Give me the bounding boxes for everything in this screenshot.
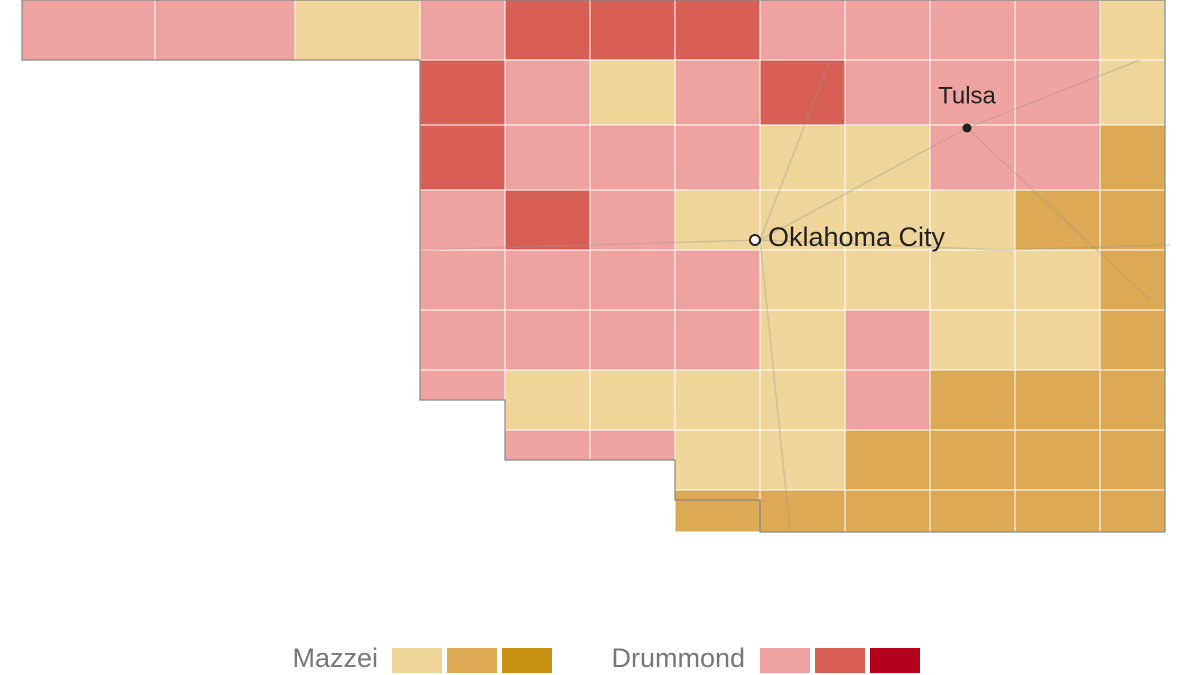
counties <box>21 0 1166 533</box>
county <box>759 189 846 251</box>
county <box>1014 489 1101 533</box>
county <box>759 249 846 311</box>
county <box>674 124 761 191</box>
county <box>419 309 506 371</box>
county <box>504 429 591 461</box>
county <box>1014 124 1101 191</box>
county <box>589 249 676 311</box>
county <box>504 0 591 61</box>
county <box>1099 489 1166 533</box>
county <box>929 429 1016 491</box>
legend-swatch <box>392 648 442 673</box>
county <box>504 189 591 251</box>
legend-swatch <box>870 648 920 673</box>
county <box>759 59 846 126</box>
county <box>419 249 506 311</box>
county <box>929 309 1016 371</box>
county <box>759 369 846 431</box>
county <box>1014 309 1101 371</box>
county <box>674 309 761 371</box>
county <box>674 59 761 126</box>
legend-swatch <box>815 648 865 673</box>
legend-swatch <box>760 648 810 673</box>
county <box>929 249 1016 311</box>
county <box>759 429 846 491</box>
road <box>419 239 1171 251</box>
county <box>419 369 506 401</box>
county <box>844 489 931 533</box>
legend-label: Mazzei <box>292 643 378 673</box>
county <box>1099 59 1166 126</box>
county <box>759 489 846 533</box>
county <box>759 124 846 191</box>
county <box>929 369 1016 431</box>
county <box>844 249 931 311</box>
county <box>844 59 931 126</box>
county <box>759 309 846 371</box>
county <box>1099 0 1166 61</box>
county <box>929 124 1016 191</box>
county <box>759 0 846 61</box>
county <box>589 369 676 431</box>
county <box>1014 59 1101 126</box>
county <box>1099 189 1166 251</box>
legend-swatch <box>502 648 552 673</box>
county <box>1099 369 1166 431</box>
state-outline <box>21 0 1166 533</box>
county <box>929 489 1016 533</box>
county <box>674 189 761 251</box>
county <box>504 124 591 191</box>
county <box>844 369 931 431</box>
county <box>844 429 931 491</box>
county <box>154 0 296 61</box>
county <box>844 0 931 61</box>
county <box>589 124 676 191</box>
county <box>419 189 506 251</box>
road <box>759 59 1151 531</box>
county <box>589 0 676 61</box>
county <box>1099 309 1166 371</box>
county <box>929 189 1016 251</box>
county <box>1014 429 1101 491</box>
county <box>1099 429 1166 491</box>
county <box>589 59 676 126</box>
county <box>504 59 591 126</box>
county <box>844 309 931 371</box>
county <box>504 309 591 371</box>
county <box>674 429 761 491</box>
county <box>674 489 761 533</box>
legend-label: Drummond <box>611 643 745 673</box>
county <box>589 309 676 371</box>
county <box>419 59 506 126</box>
county <box>589 429 676 461</box>
legend-swatch <box>447 648 497 673</box>
county <box>504 369 591 431</box>
legend: Mazzei Drummond <box>292 643 920 673</box>
county <box>674 0 761 61</box>
county <box>419 0 506 61</box>
county <box>929 59 1016 126</box>
county <box>1014 0 1101 61</box>
county <box>21 0 156 61</box>
county <box>504 249 591 311</box>
county <box>1014 369 1101 431</box>
county <box>844 124 931 191</box>
county <box>589 189 676 251</box>
county <box>1099 124 1166 191</box>
county <box>674 249 761 311</box>
county <box>419 124 506 191</box>
county <box>1099 249 1166 311</box>
county <box>674 369 761 431</box>
roads <box>419 59 1171 531</box>
county <box>294 0 421 61</box>
city-label: Oklahoma City <box>768 222 946 252</box>
county <box>929 0 1016 61</box>
county <box>1014 249 1101 311</box>
city-dot <box>962 123 972 133</box>
city-label: Tulsa <box>938 82 996 109</box>
capital-dot <box>749 234 761 246</box>
